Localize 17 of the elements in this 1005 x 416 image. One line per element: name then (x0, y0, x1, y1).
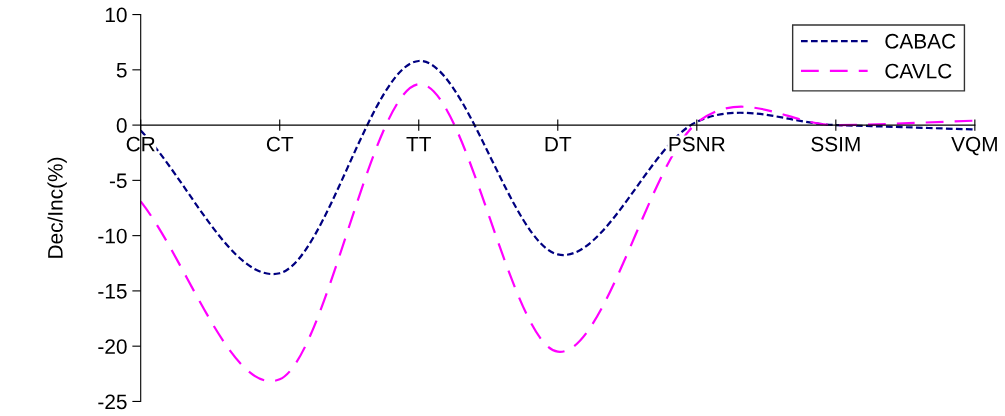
y-tick-label: -5 (109, 173, 127, 189)
x-tick-label: CT (266, 136, 294, 152)
x-tick-label: TT (406, 136, 431, 152)
x-tick-label: PSNR (669, 136, 725, 152)
y-tick-label: -20 (98, 339, 127, 354)
y-axis-title: Dec/Inc(%) (47, 157, 67, 258)
y-tick-label: 5 (116, 63, 127, 78)
x-tick-label: VQM (951, 136, 997, 156)
y-tick-label: -15 (98, 284, 127, 299)
x-tick-label: DT (545, 136, 572, 152)
legend-label: CAVLC (885, 63, 952, 79)
y-tick-label: -10 (98, 228, 127, 244)
y-tick-label: -25 (98, 394, 127, 410)
legend-label: CABAC (885, 33, 956, 49)
x-tick-label: SSIM (811, 136, 860, 152)
y-tick-label: 0 (116, 118, 127, 133)
y-tick-label: 10 (105, 7, 127, 23)
